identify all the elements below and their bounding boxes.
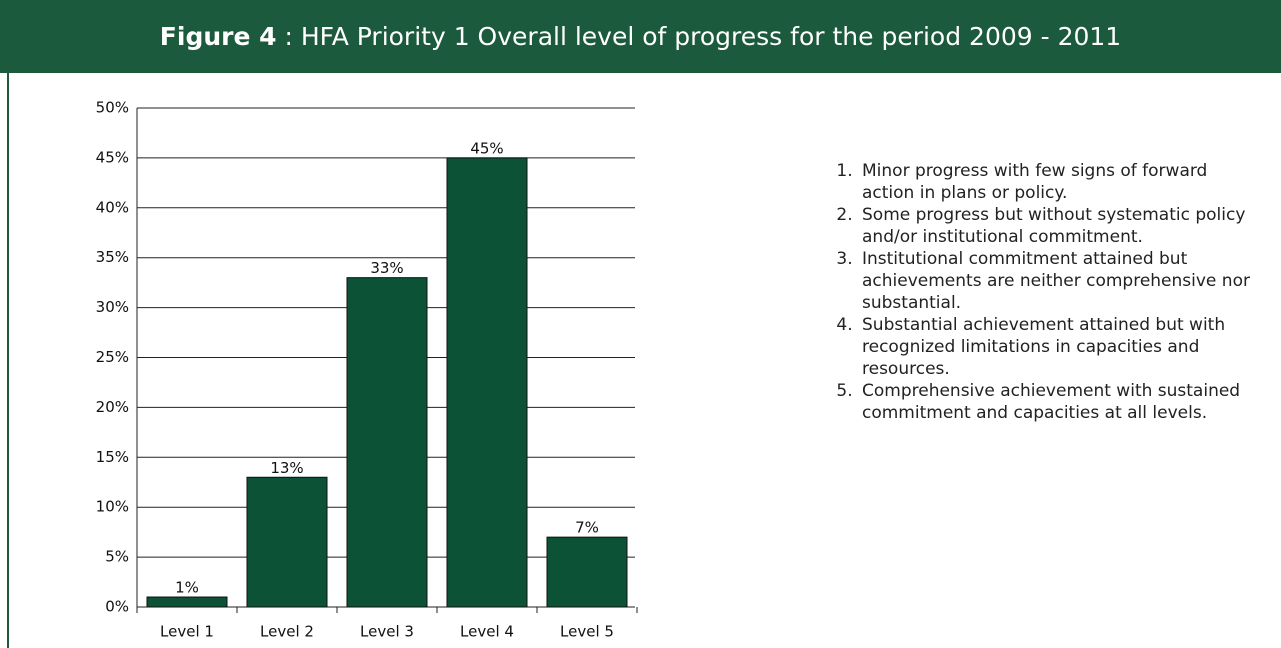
x-tick-label: Level 2 xyxy=(260,623,314,641)
bar xyxy=(546,536,628,608)
note: Minor progress with few signs of forward… xyxy=(858,160,1258,204)
bar xyxy=(246,476,328,608)
figure-label: Figure 4 xyxy=(159,22,277,51)
y-tick-label: 30% xyxy=(96,298,129,316)
note: Substantial achievement attained but wit… xyxy=(858,314,1258,380)
bar xyxy=(146,596,228,608)
y-tick-label: 5% xyxy=(105,548,129,566)
y-tick-label: 15% xyxy=(96,448,129,466)
value-label: 13% xyxy=(270,459,303,477)
value-label: 33% xyxy=(370,259,403,277)
value-label: 1% xyxy=(175,579,199,597)
x-tick-label: Level 4 xyxy=(460,623,514,641)
y-tick-label: 0% xyxy=(105,598,129,616)
chart-title: : HFA Priority 1 Overall level of progre… xyxy=(276,22,1122,51)
x-tick-label: Level 5 xyxy=(560,623,614,641)
value-label: 45% xyxy=(470,139,503,157)
value-label: 7% xyxy=(575,519,599,537)
header: Figure 4 : HFA Priority 1 Overall level … xyxy=(0,0,1281,73)
note: Comprehensive achievement with sustained… xyxy=(858,380,1258,424)
y-tick-label: 10% xyxy=(96,498,129,516)
y-tick-label: 40% xyxy=(96,198,129,216)
level-notes: Minor progress with few signs of forward… xyxy=(822,160,1258,424)
x-tick-label: Level 3 xyxy=(360,623,414,641)
y-tick-label: 35% xyxy=(96,248,129,266)
bar xyxy=(446,157,528,608)
y-tick-label: 20% xyxy=(96,398,129,416)
y-tick-label: 50% xyxy=(96,99,129,117)
y-tick-label: 25% xyxy=(96,348,129,366)
note: Some progress but without systematic pol… xyxy=(858,204,1258,248)
bar xyxy=(346,277,428,608)
x-tick-label: Level 1 xyxy=(160,623,214,641)
note: Institutional commitment attained but ac… xyxy=(858,248,1258,314)
y-tick-label: 45% xyxy=(96,148,129,166)
